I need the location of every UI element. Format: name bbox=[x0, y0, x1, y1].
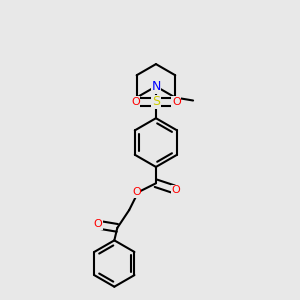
Text: O: O bbox=[93, 219, 102, 229]
Text: O: O bbox=[172, 185, 181, 195]
Text: N: N bbox=[151, 80, 160, 93]
Text: O: O bbox=[172, 97, 181, 107]
Text: O: O bbox=[131, 97, 140, 107]
Text: O: O bbox=[132, 187, 141, 197]
Text: S: S bbox=[152, 95, 160, 108]
